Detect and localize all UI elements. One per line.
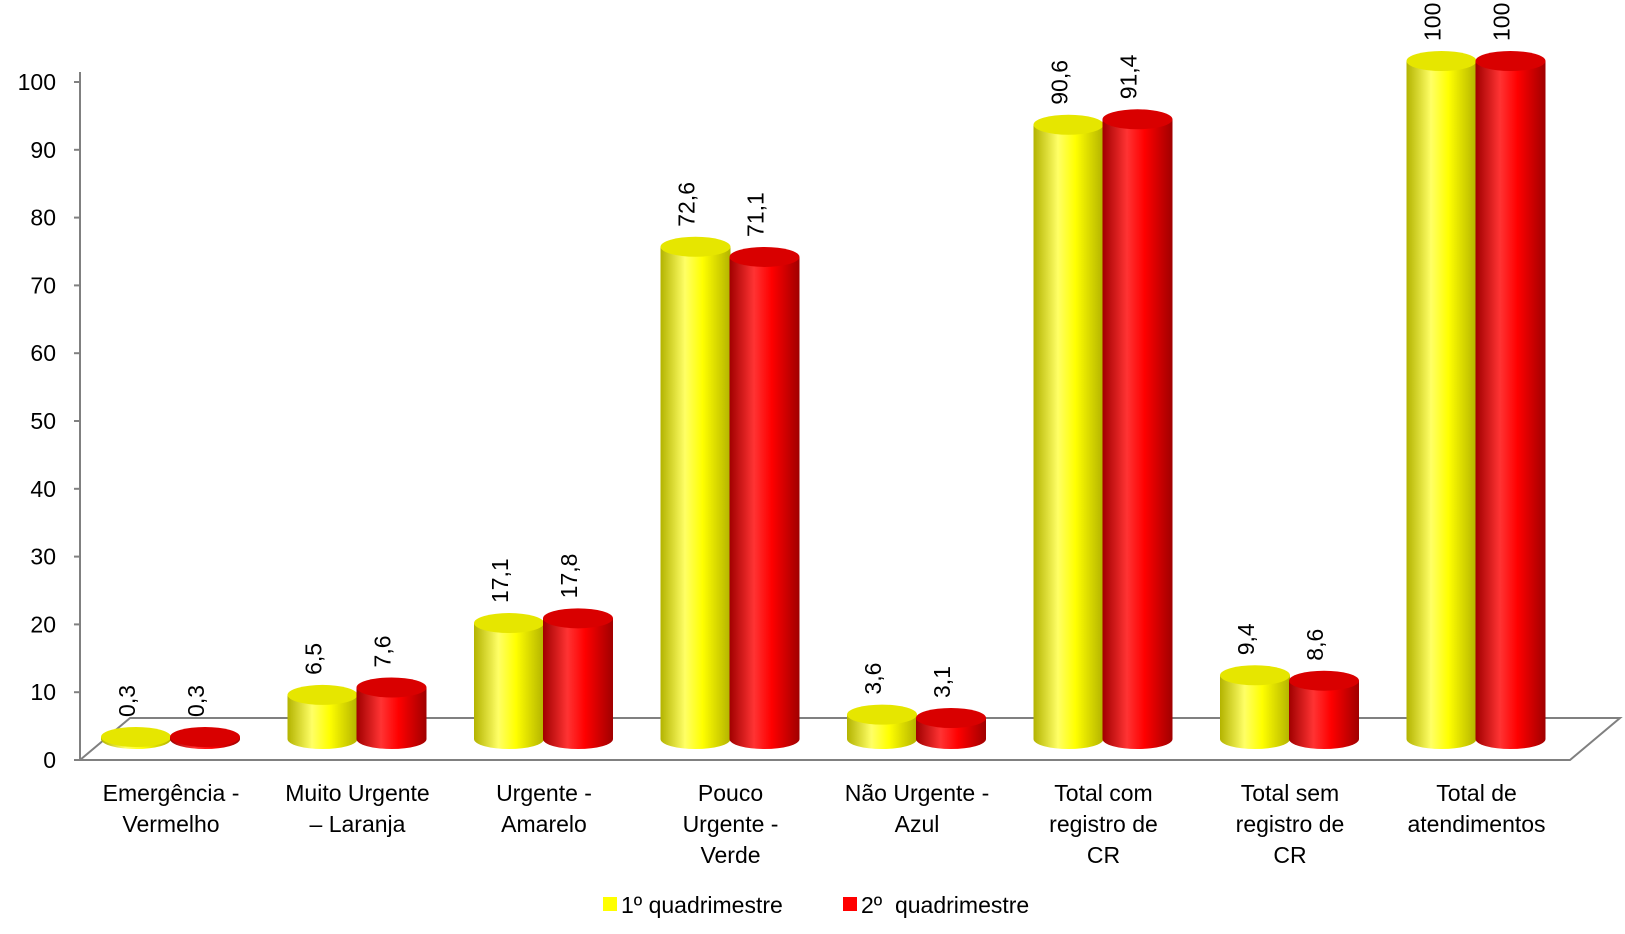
data-label: 0,3 — [114, 685, 140, 717]
legend: 1º quadrimestre 2º quadrimestre — [603, 892, 1029, 918]
bar-top — [660, 236, 731, 257]
data-label: 3,1 — [929, 666, 955, 698]
data-label: 0,3 — [183, 685, 209, 717]
category-label-line: registro de — [1236, 811, 1345, 837]
category-label-line: Emergência - — [103, 780, 240, 806]
category-label-line: Azul — [895, 811, 940, 837]
data-label: 90,6 — [1047, 60, 1073, 105]
y-tick-label: 20 — [30, 611, 56, 637]
bar-body — [1102, 119, 1173, 750]
bar-top — [287, 684, 358, 705]
category-label-line: Total com — [1054, 780, 1152, 806]
category-label: Pouco Urgente - Verde — [683, 780, 779, 868]
y-tick-label: 0 — [43, 747, 56, 773]
category-label-line: Vermelho — [122, 811, 219, 837]
legend-label: 1º quadrimestre — [621, 892, 783, 918]
y-tick-label: 10 — [30, 679, 56, 705]
data-label: 3,6 — [860, 663, 886, 695]
legend-label: 2º quadrimestre — [861, 892, 1029, 918]
category-labels: Emergência - Vermelho Muito Urgente – Laran… — [103, 780, 1546, 868]
y-tick-label: 40 — [30, 476, 56, 502]
category-label: Total de atendimentos — [1407, 780, 1545, 837]
bar-top — [474, 613, 544, 634]
category-label-line: Não Urgente - — [845, 780, 989, 806]
y-tick-label: 100 — [18, 69, 56, 95]
category-label-line: Total sem — [1241, 780, 1339, 806]
category-label-line: Pouco — [698, 780, 763, 806]
y-tick-label: 50 — [30, 408, 56, 434]
category-label-line: atendimentos — [1407, 811, 1545, 837]
data-label: 17,1 — [487, 558, 513, 603]
legend-swatch — [603, 897, 617, 911]
category-label-line: CR — [1087, 842, 1120, 868]
bar-body — [356, 687, 427, 749]
bar-top — [101, 726, 171, 747]
bar-body — [1406, 61, 1477, 749]
data-label: 6,5 — [301, 643, 327, 675]
bar-body — [1289, 680, 1359, 749]
category-label-line: Urgente - — [496, 780, 592, 806]
bar-body — [660, 246, 731, 749]
data-label: 71,1 — [743, 192, 769, 237]
bar-top — [1102, 109, 1173, 130]
bar-top — [1033, 114, 1104, 135]
bars — [101, 51, 1546, 750]
category-label-line: Total de — [1436, 780, 1517, 806]
data-label: 17,8 — [556, 554, 582, 599]
data-label: 7,6 — [370, 635, 396, 667]
data-label: 91,4 — [1116, 54, 1142, 99]
bar-top — [356, 677, 427, 698]
category-label-line: – Laranja — [310, 811, 406, 837]
category-label: Total com registro de CR — [1049, 780, 1158, 868]
bar-top — [916, 707, 986, 728]
data-label: 8,6 — [1302, 629, 1328, 661]
bar-top — [729, 246, 800, 267]
data-label: 9,4 — [1233, 623, 1259, 655]
bar-top — [1475, 51, 1546, 71]
bar-body — [1033, 124, 1104, 750]
data-labels: 0,3 0,3 6,5 7,6 17,1 17,8 72,6 71,1 3,6 3,1 90,6 91… — [114, 3, 1515, 717]
category-label-line: registro de — [1049, 811, 1158, 837]
y-tick-label: 70 — [30, 272, 56, 298]
y-axis: 0 10 20 30 40 50 60 70 80 90 100 — [18, 69, 81, 773]
bar-body — [543, 618, 613, 749]
bar-top — [1220, 665, 1290, 686]
y-tick-label: 80 — [30, 205, 56, 231]
category-label-line: Muito Urgente — [285, 780, 429, 806]
category-label: Urgente - Amarelo — [496, 780, 592, 837]
data-label: 100 — [1420, 3, 1446, 41]
bar-top — [543, 608, 613, 629]
legend-swatch — [843, 897, 857, 911]
category-label-line: CR — [1273, 842, 1306, 868]
category-label-line: Verde — [700, 842, 760, 868]
bar-top — [1289, 670, 1359, 691]
category-label: Total sem registro de CR — [1236, 780, 1345, 868]
bar-body — [729, 256, 800, 749]
bar-top — [847, 704, 917, 725]
bar-top — [170, 726, 240, 747]
category-label-line: Urgente - — [683, 811, 779, 837]
category-label: Não Urgente - Azul — [845, 780, 989, 837]
bar-body — [474, 623, 544, 749]
category-label: Emergência - Vermelho — [103, 780, 240, 837]
category-label: Muito Urgente – Laranja — [285, 780, 429, 837]
category-label-line: Amarelo — [501, 811, 587, 837]
y-tick-label: 90 — [30, 137, 56, 163]
y-tick-label: 30 — [30, 544, 56, 570]
bar-body — [287, 694, 358, 749]
y-tick-label: 60 — [30, 340, 56, 366]
data-label: 72,6 — [674, 182, 700, 227]
bar-body — [1475, 61, 1546, 749]
bar-top — [1406, 51, 1477, 71]
data-label: 100 — [1489, 3, 1515, 41]
bar-body — [1220, 675, 1290, 749]
